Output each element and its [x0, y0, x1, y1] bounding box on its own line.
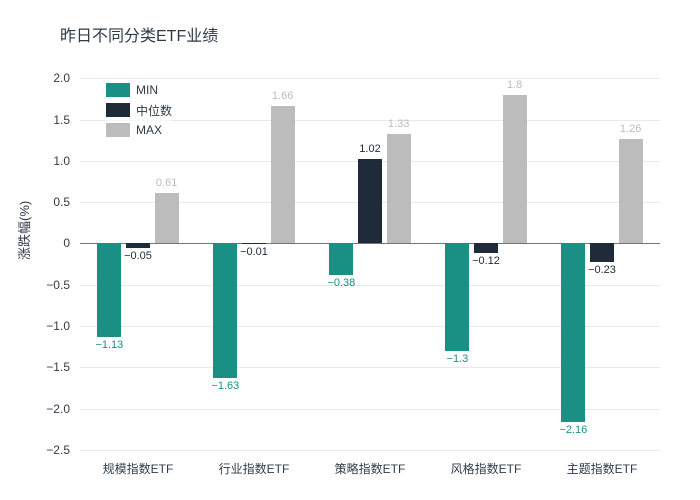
bar-value-label: 1.33	[388, 118, 409, 130]
legend-swatch	[106, 123, 130, 137]
bar[interactable]	[271, 106, 295, 243]
legend-item[interactable]: MIN	[106, 80, 172, 100]
bar-value-label: −1.63	[211, 380, 239, 392]
bar-value-label: 1.66	[272, 90, 293, 102]
bar-value-label: 1.02	[359, 143, 380, 155]
bar[interactable]	[329, 243, 353, 274]
bar-value-label: −0.05	[124, 250, 152, 262]
legend-label: MAX	[136, 123, 162, 137]
legend-label: 中位数	[136, 102, 172, 119]
legend-label: MIN	[136, 83, 158, 97]
x-tick-label: 策略指数ETF	[335, 460, 406, 477]
y-tick-label: 0.5	[53, 195, 70, 209]
x-tick-label: 风格指数ETF	[451, 460, 522, 477]
legend-item[interactable]: 中位数	[106, 100, 172, 120]
legend-item[interactable]: MAX	[106, 120, 172, 140]
x-tick-label: 行业指数ETF	[219, 460, 290, 477]
y-axis-title: 涨跌幅(%)	[14, 201, 33, 260]
bar[interactable]	[474, 243, 498, 253]
bar[interactable]	[97, 243, 121, 336]
y-tick-label: 0	[63, 236, 70, 250]
bar-value-label: −0.38	[327, 277, 355, 289]
bar-value-label: −1.13	[95, 339, 123, 351]
bar-value-label: 1.8	[507, 79, 522, 91]
bar-value-label: −1.3	[447, 353, 469, 365]
bar-value-label: −0.01	[240, 246, 268, 258]
bar[interactable]	[358, 159, 382, 243]
bar[interactable]	[445, 243, 469, 350]
bar[interactable]	[155, 193, 179, 243]
bar-value-label: −0.12	[472, 255, 500, 267]
bar-value-label: 1.26	[620, 123, 641, 135]
grid-line	[80, 450, 660, 451]
bar[interactable]	[242, 243, 266, 244]
legend: MIN 中位数 MAX	[106, 80, 172, 140]
y-tick-label: −1.0	[46, 319, 70, 333]
legend-swatch	[106, 103, 130, 117]
etf-performance-chart: 昨日不同分类ETF业绩 涨跌幅(%) −2.5 −2.0 −1.5 −1.0 −0.5 0…	[0, 0, 700, 500]
bar-value-label: −0.23	[588, 264, 616, 276]
bar[interactable]	[561, 243, 585, 421]
x-tick-label: 主题指数ETF	[567, 460, 638, 477]
y-tick-label: 2.0	[53, 71, 70, 85]
y-tick-label: −1.5	[46, 360, 70, 374]
legend-swatch	[106, 83, 130, 97]
y-tick-label: −2.0	[46, 402, 70, 416]
y-tick-label: −0.5	[46, 278, 70, 292]
bar-value-label: −2.16	[559, 424, 587, 436]
y-tick-label: 1.0	[53, 154, 70, 168]
y-tick-label: −2.5	[46, 443, 70, 457]
y-tick-label: 1.5	[53, 113, 70, 127]
bar[interactable]	[126, 243, 150, 247]
chart-title: 昨日不同分类ETF业绩	[60, 22, 218, 46]
bar[interactable]	[503, 95, 527, 244]
bar[interactable]	[619, 139, 643, 243]
bar[interactable]	[590, 243, 614, 262]
bar[interactable]	[213, 243, 237, 378]
bar[interactable]	[387, 134, 411, 244]
bar-value-label: 0.61	[156, 177, 177, 189]
x-tick-label: 规模指数ETF	[103, 460, 174, 477]
